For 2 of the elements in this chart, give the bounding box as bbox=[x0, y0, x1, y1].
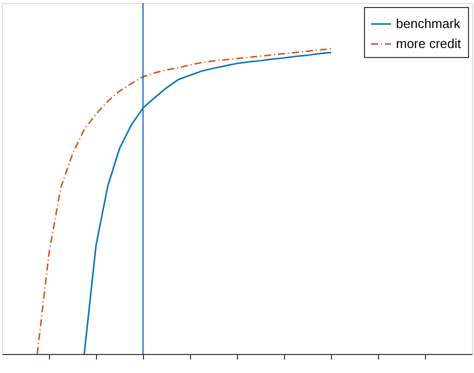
legend-label: benchmark bbox=[396, 16, 461, 31]
legend-label: more credit bbox=[396, 36, 462, 51]
